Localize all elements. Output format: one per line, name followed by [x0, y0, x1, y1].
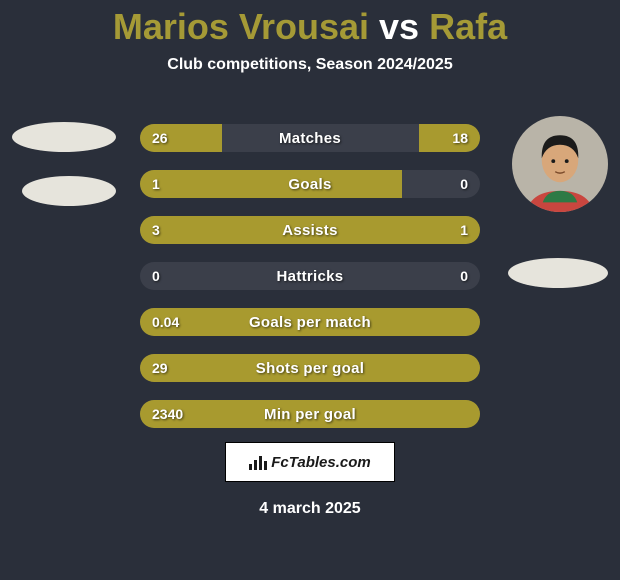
player2-name: Rafa	[429, 6, 507, 47]
player1-avatar-placeholder-2	[22, 176, 116, 206]
player1-avatar-placeholder	[12, 122, 116, 152]
stat-label: Goals per match	[140, 308, 480, 336]
stat-label: Shots per goal	[140, 354, 480, 382]
comparison-title: Marios Vrousai vs Rafa	[0, 0, 620, 48]
logo-bars-icon	[249, 454, 267, 470]
stat-row: 0.04Goals per match	[140, 308, 480, 336]
stats-block: 2618Matches 10Goals 31Assists 00Hattricks 0.…	[140, 124, 480, 446]
stat-row: 10Goals	[140, 170, 480, 198]
player1-name: Marios Vrousai	[113, 6, 369, 47]
player2-name-placeholder	[508, 258, 608, 288]
stat-row: 29Shots per goal	[140, 354, 480, 382]
stat-label: Goals	[140, 170, 480, 198]
date-text: 4 march 2025	[0, 500, 620, 518]
site-name: FcTables.com	[271, 454, 370, 471]
stat-label: Matches	[140, 124, 480, 152]
stat-label: Assists	[140, 216, 480, 244]
vs-text: vs	[379, 6, 419, 47]
subtitle: Club competitions, Season 2024/2025	[0, 56, 620, 74]
stat-row: 2618Matches	[140, 124, 480, 152]
site-logo: FcTables.com	[225, 442, 395, 482]
stat-row: 31Assists	[140, 216, 480, 244]
comparison-card: { "background_color": "#2a2f3a", "title"…	[0, 0, 620, 580]
player2-avatar	[512, 116, 608, 212]
stat-label: Min per goal	[140, 400, 480, 428]
stat-label: Hattricks	[140, 262, 480, 290]
stat-row: 2340Min per goal	[140, 400, 480, 428]
player2-avatar-image	[512, 116, 608, 212]
stat-row: 00Hattricks	[140, 262, 480, 290]
